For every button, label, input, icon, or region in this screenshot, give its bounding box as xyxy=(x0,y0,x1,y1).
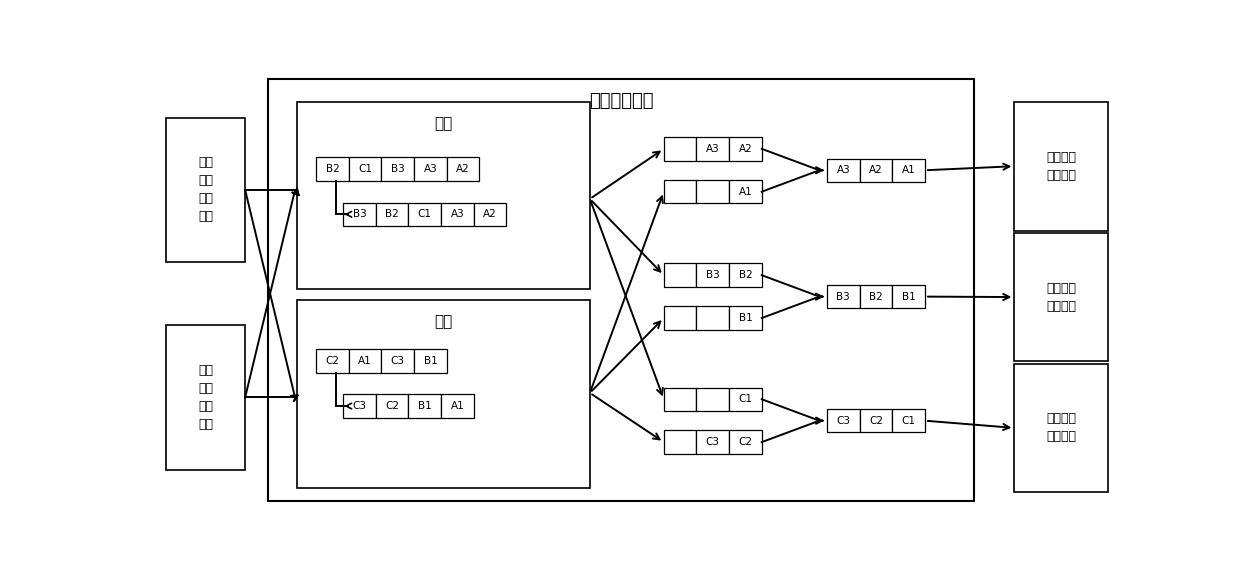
Bar xyxy=(696,137,729,161)
Bar xyxy=(382,158,414,181)
Bar xyxy=(729,264,762,287)
Bar xyxy=(664,387,696,411)
Text: 排序功能模块: 排序功能模块 xyxy=(589,92,653,110)
Bar xyxy=(297,301,590,488)
Bar xyxy=(414,158,447,181)
Bar xyxy=(729,137,762,161)
Bar xyxy=(414,349,447,373)
Bar xyxy=(1015,363,1109,492)
Bar xyxy=(349,158,382,181)
Text: 加工处理
功能模块: 加工处理 功能模块 xyxy=(1046,151,1077,182)
Text: A1: A1 xyxy=(902,165,916,175)
Text: B1: B1 xyxy=(418,401,431,411)
Text: A1: A1 xyxy=(358,356,372,366)
Text: C3: C3 xyxy=(706,437,720,447)
Bar xyxy=(664,306,696,330)
Bar xyxy=(343,394,375,418)
Bar xyxy=(729,180,762,203)
Bar xyxy=(349,349,382,373)
Text: A3: A3 xyxy=(424,164,437,174)
Bar xyxy=(166,325,245,469)
Bar xyxy=(166,118,245,262)
Text: A2: A2 xyxy=(869,165,883,175)
Bar xyxy=(409,394,441,418)
Bar xyxy=(828,409,860,432)
Bar xyxy=(664,180,696,203)
Bar xyxy=(441,203,473,226)
Text: B2: B2 xyxy=(326,164,339,174)
Bar xyxy=(729,387,762,411)
Text: B3: B3 xyxy=(706,270,720,280)
Bar xyxy=(1015,233,1109,362)
Text: B2: B2 xyxy=(385,209,399,219)
Text: B2: B2 xyxy=(738,270,752,280)
Bar xyxy=(860,409,892,432)
Text: A3: A3 xyxy=(706,144,720,154)
Text: B3: B3 xyxy=(836,292,850,302)
Text: C3: C3 xyxy=(390,356,405,366)
Bar xyxy=(696,306,729,330)
Text: A2: A2 xyxy=(738,144,752,154)
Text: B3: B3 xyxy=(353,209,367,219)
Bar xyxy=(375,394,409,418)
Text: C1: C1 xyxy=(738,394,752,404)
Bar xyxy=(729,306,762,330)
Text: B1: B1 xyxy=(738,313,752,323)
Bar xyxy=(473,203,507,226)
Bar xyxy=(828,285,860,308)
Text: A2: A2 xyxy=(456,164,470,174)
Bar xyxy=(268,79,974,501)
Bar xyxy=(664,264,696,287)
Bar xyxy=(696,180,729,203)
Bar xyxy=(1015,102,1109,230)
Text: B1: B1 xyxy=(902,292,916,302)
Bar xyxy=(892,159,926,182)
Bar xyxy=(828,159,860,182)
Bar xyxy=(664,137,696,161)
Text: 前置
加工
功能
模块: 前置 加工 功能 模块 xyxy=(198,364,213,431)
Bar xyxy=(696,264,729,287)
Bar xyxy=(382,349,414,373)
Text: B2: B2 xyxy=(869,292,883,302)
Bar xyxy=(447,158,479,181)
Text: C2: C2 xyxy=(738,437,752,447)
Bar xyxy=(892,409,926,432)
Text: A1: A1 xyxy=(451,401,465,411)
Bar xyxy=(664,430,696,454)
Text: C2: C2 xyxy=(869,415,883,425)
Bar xyxy=(343,203,375,226)
Text: 加工处理
功能模块: 加工处理 功能模块 xyxy=(1046,281,1077,312)
Text: A1: A1 xyxy=(738,187,752,197)
Bar xyxy=(316,158,349,181)
Text: C3: C3 xyxy=(352,401,367,411)
Text: C1: C1 xyxy=(418,209,431,219)
Text: A3: A3 xyxy=(836,165,850,175)
Text: 前置
加工
功能
模块: 前置 加工 功能 模块 xyxy=(198,156,213,223)
Text: 分组: 分组 xyxy=(435,116,452,131)
Text: C2: C2 xyxy=(326,356,339,366)
Text: 加工处理
功能模块: 加工处理 功能模块 xyxy=(1046,413,1077,444)
Bar xyxy=(696,387,729,411)
Bar xyxy=(297,102,590,289)
Bar xyxy=(375,203,409,226)
Bar xyxy=(441,394,473,418)
Text: A3: A3 xyxy=(451,209,465,219)
Text: A2: A2 xyxy=(483,209,497,219)
Bar xyxy=(409,203,441,226)
Text: B1: B1 xyxy=(424,356,437,366)
Bar xyxy=(892,285,926,308)
Text: C2: C2 xyxy=(385,401,399,411)
Bar xyxy=(729,430,762,454)
Bar xyxy=(860,159,892,182)
Bar xyxy=(696,430,729,454)
Bar xyxy=(316,349,349,373)
Text: 分组: 分组 xyxy=(435,315,452,329)
Text: C3: C3 xyxy=(836,415,850,425)
Text: B3: B3 xyxy=(392,164,405,174)
Bar xyxy=(860,285,892,308)
Text: C1: C1 xyxy=(358,164,372,174)
Text: C1: C1 xyxy=(902,415,916,425)
